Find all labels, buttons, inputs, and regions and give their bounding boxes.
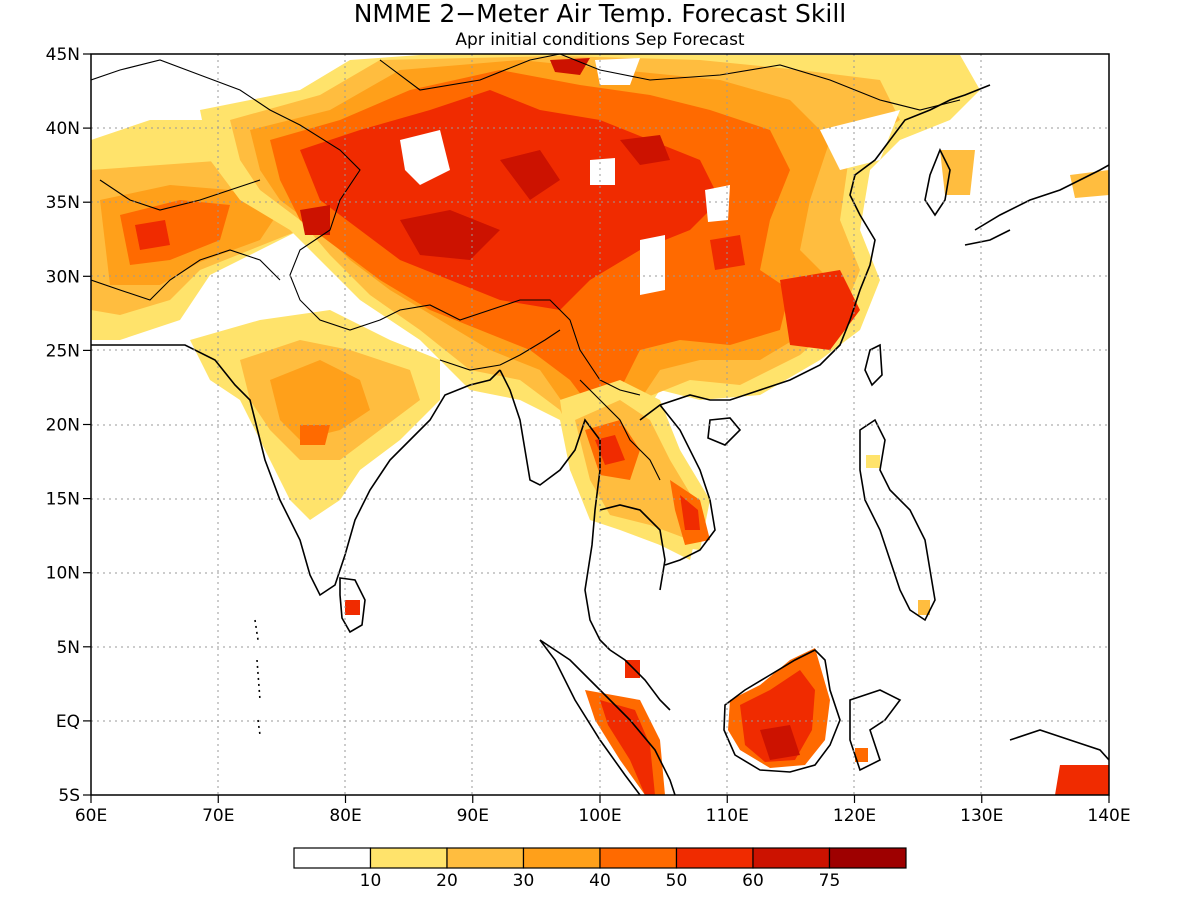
- lon-tick-label: 120E: [833, 806, 876, 826]
- colorbar-swatch: [369, 847, 448, 869]
- skill-region-iran-60: [135, 220, 170, 250]
- skill-hole-4: [705, 185, 730, 222]
- skill-hole-6: [595, 58, 640, 85]
- skill-map: [91, 54, 1109, 795]
- lat-tick-label: 45N: [46, 45, 80, 65]
- colorbar-label: 30: [513, 871, 535, 891]
- lon-tick-label: 100E: [578, 806, 621, 826]
- lat-tick-label: 10N: [46, 564, 80, 584]
- skill-hole-2: [590, 158, 615, 185]
- skill-region-sumatra-60: [600, 700, 655, 795]
- lon-tick-label: 130E: [960, 806, 1003, 826]
- skill-hole-5: [820, 110, 900, 170]
- skill-field: [91, 54, 1109, 795]
- coastlines: [91, 54, 1109, 795]
- skill-region-borneo-60: [740, 670, 815, 762]
- lat-tick-label: 25N: [46, 341, 80, 361]
- colorbar-label: 75: [819, 871, 841, 891]
- skill-region-india-50: [300, 425, 330, 445]
- skill-region-japan: [1070, 170, 1109, 198]
- lon-tick-label: 80E: [329, 806, 361, 826]
- colorbar-swatch: [599, 847, 678, 869]
- skill-region-sulawesi: [855, 748, 868, 762]
- colorbar-label: 60: [742, 871, 764, 891]
- skill-hole-3: [640, 235, 665, 295]
- colorbar-label: 40: [589, 871, 611, 891]
- chart-subtitle: Apr initial conditions Sep Forecast: [455, 30, 745, 50]
- skill-region-indochina-60: [595, 435, 700, 530]
- lat-tick-label: 40N: [46, 119, 80, 139]
- skill-region-newguinea: [1055, 765, 1109, 795]
- skill-hole-1: [400, 130, 450, 185]
- lat-tick-label: 15N: [46, 490, 80, 510]
- chart-title: NMME 2−Meter Air Temp. Forecast Skill: [354, 0, 847, 28]
- skill-region-korea: [940, 150, 975, 195]
- skill-region-srilanka: [345, 600, 360, 615]
- lon-tick-label: 60E: [75, 806, 107, 826]
- colorbar-label: 20: [436, 871, 458, 891]
- colorbar-swatch: [522, 847, 601, 869]
- lat-tick-label: EQ: [56, 712, 80, 732]
- colorbar-swatch: [675, 847, 754, 869]
- latitude-axis: 45N 40N 35N 30N 25N 20N 15N 10N 5N EQ 5S: [46, 45, 91, 806]
- colorbar-swatch: [752, 847, 831, 869]
- lon-tick-label: 70E: [202, 806, 234, 826]
- lat-tick-label: 5N: [56, 638, 80, 658]
- colorbar-swatch: [293, 847, 372, 869]
- gridlines: [91, 54, 1109, 795]
- colorbar-label: 10: [360, 871, 382, 891]
- lon-tick-label: 90E: [457, 806, 489, 826]
- colorbar-swatch: [446, 847, 525, 869]
- lat-tick-label: 35N: [46, 193, 80, 213]
- skill-region-borneo-75: [760, 725, 800, 760]
- lat-tick-label: 5S: [58, 786, 80, 806]
- skill-region-philippines: [918, 600, 930, 615]
- lat-tick-label: 20N: [46, 416, 80, 436]
- longitude-axis: 60E 70E 80E 90E 100E 110E 120E 130E 140E: [75, 795, 1131, 826]
- colorbar-label: 50: [666, 871, 688, 891]
- colorbar: 10 20 30 40 50 60 75: [293, 847, 907, 891]
- skill-region-luzon: [866, 455, 880, 468]
- lon-tick-label: 140E: [1087, 806, 1130, 826]
- skill-region-china-60b: [710, 235, 860, 350]
- lon-tick-label: 110E: [706, 806, 749, 826]
- lat-tick-label: 30N: [46, 267, 80, 287]
- colorbar-swatch: [828, 847, 907, 869]
